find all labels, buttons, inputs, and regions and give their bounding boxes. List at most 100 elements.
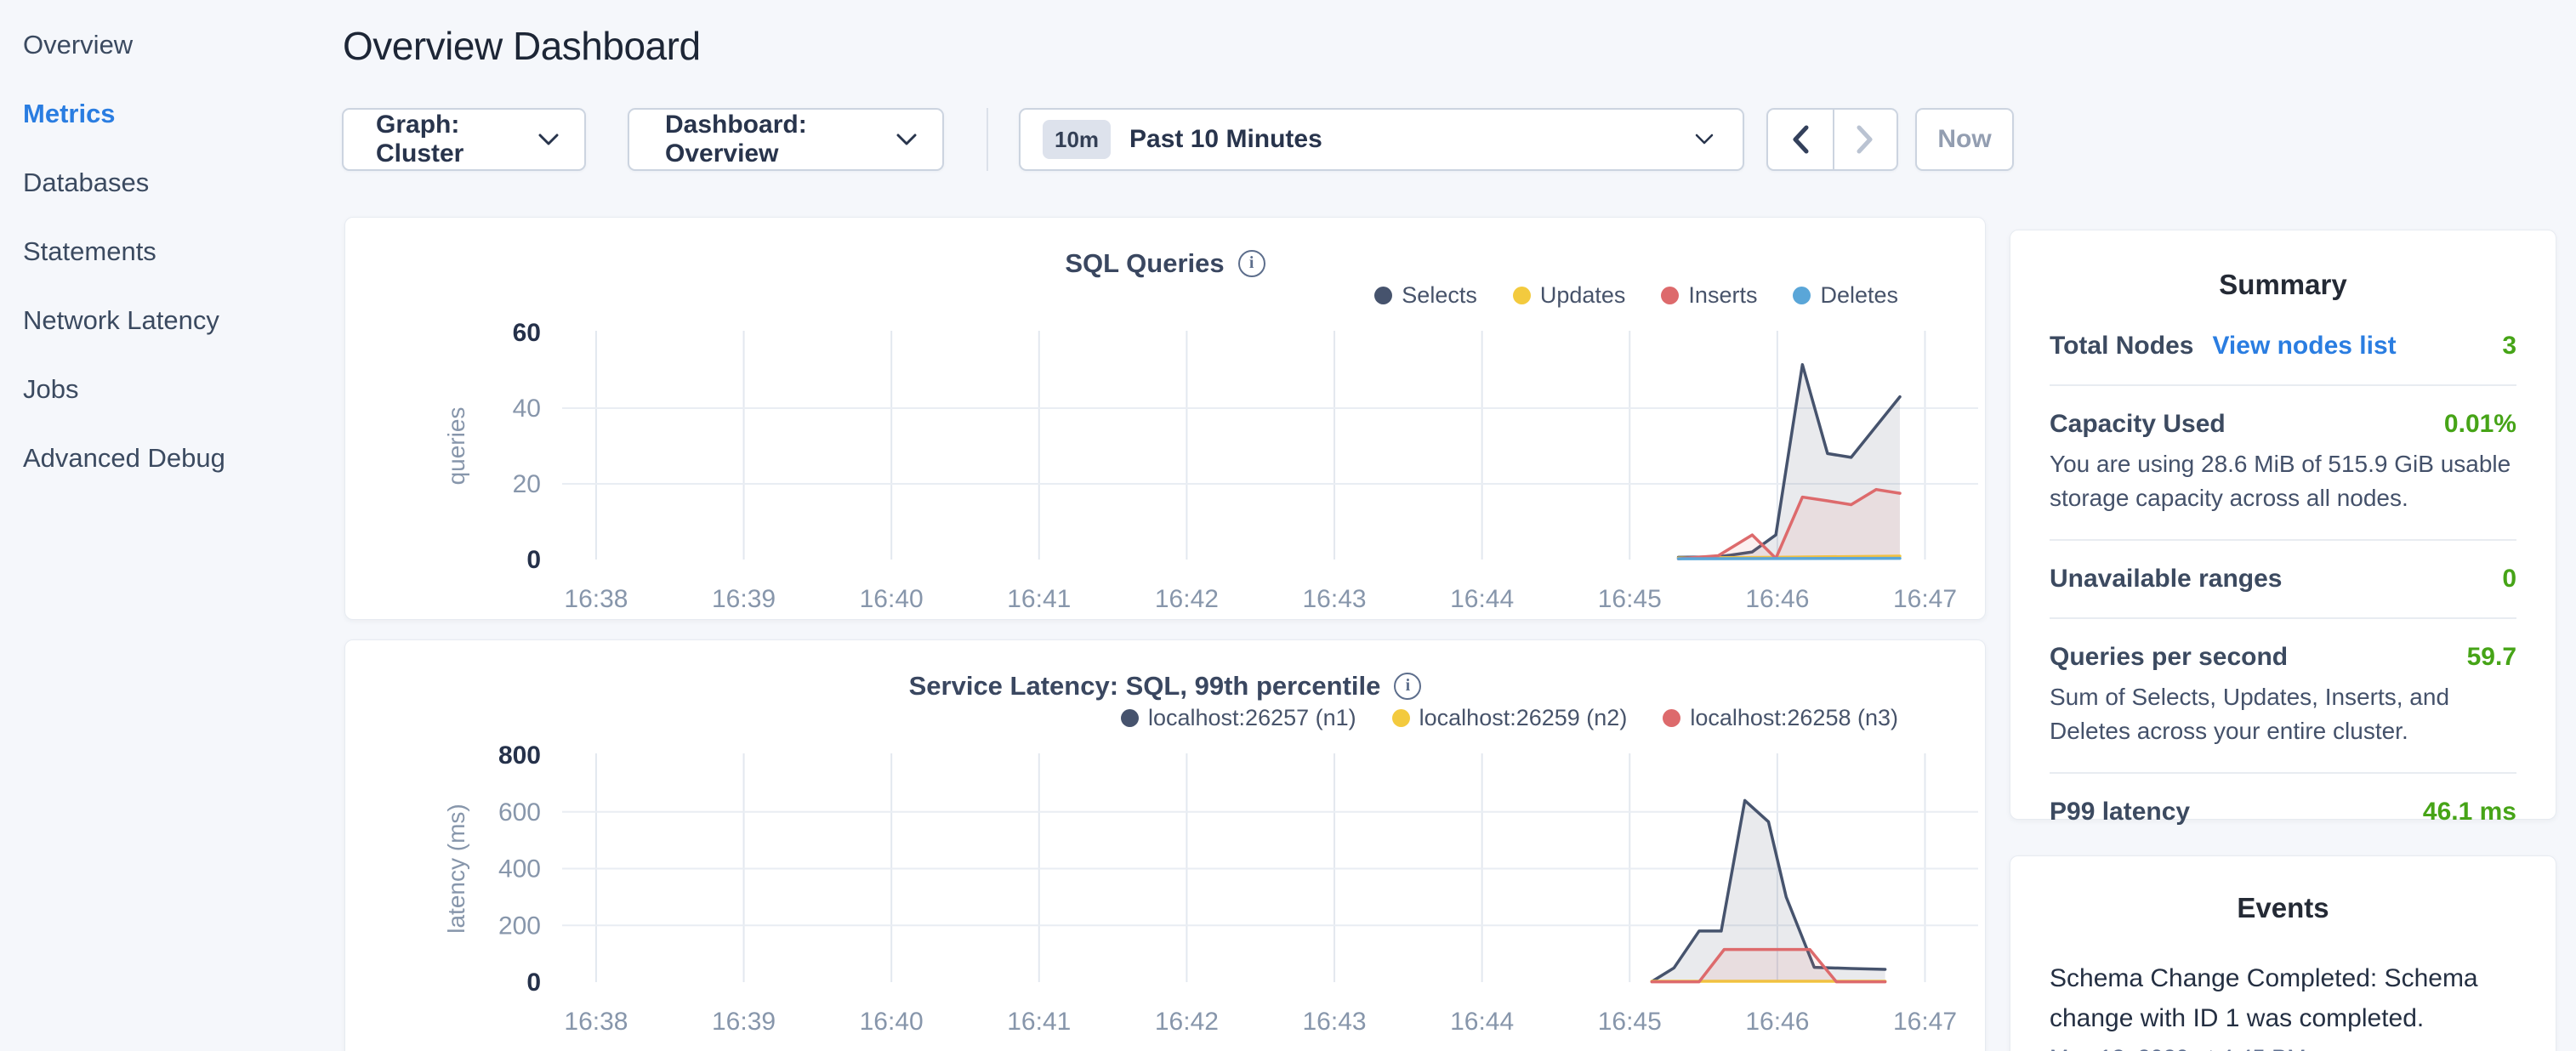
divider [2050,772,2516,774]
now-button[interactable]: Now [1915,108,2014,171]
legend-dot-icon [1391,709,1410,727]
info-icon[interactable]: i [1394,673,1422,700]
summary-row-label: Queries per second [2050,643,2289,671]
svg-text:400: 400 [498,855,541,883]
chevron-left-icon [1793,125,1809,154]
sql-queries-panel: SQL Queries i Selects Updates Inserts Delet… [344,217,1986,620]
legend-item[interactable]: Selects [1374,282,1477,309]
summary-rows: Total Nodes View nodes list 3 Capacity Used… [2050,332,2516,827]
view-nodes-link[interactable]: View nodes list [2212,332,2397,360]
summary-panel: Summary Total Nodes View nodes list 3 Capac… [2010,230,2556,826]
chevron-down-icon [896,134,917,145]
sidebar: Overview Metrics Databases Statements Networ… [0,0,340,1051]
summary-row-label: Unavailable ranges [2050,565,2283,593]
svg-text:0: 0 [526,546,541,574]
svg-text:16:47: 16:47 [1893,1008,1957,1036]
chevron-right-icon [1857,125,1873,154]
info-icon[interactable]: i [1237,250,1265,277]
sidebar-item-jobs[interactable]: Jobs [23,373,79,404]
divider [2050,617,2516,619]
svg-text:16:46: 16:46 [1745,1008,1809,1036]
event-message: Schema Change Completed: Schema change w… [2050,964,2478,1032]
legend-dot-icon [1120,709,1139,727]
svg-text:16:43: 16:43 [1302,1008,1366,1036]
legend-item[interactable]: localhost:26258 (n3) [1663,705,1898,731]
svg-text:600: 600 [498,798,541,827]
legend-dot-icon [1663,709,1681,727]
svg-text:800: 800 [498,741,541,770]
svg-text:16:42: 16:42 [1155,585,1219,613]
svg-text:16:44: 16:44 [1450,1008,1514,1036]
legend-label: localhost:26257 (n1) [1147,705,1356,730]
summary-row-label: Capacity Used [2050,410,2226,438]
next-time-button[interactable] [1832,110,1897,169]
svg-text:queries: queries [443,407,469,486]
time-range-dropdown[interactable]: 10m Past 10 Minutes [1019,108,1744,171]
svg-text:16:40: 16:40 [860,585,924,613]
svg-text:20: 20 [513,470,541,498]
svg-text:40: 40 [513,395,541,423]
summary-row: Unavailable ranges 0 [2050,565,2516,594]
svg-text:16:44: 16:44 [1450,585,1514,613]
svg-text:0: 0 [526,969,541,997]
legend-label: localhost:26259 (n2) [1419,705,1628,730]
sql-queries-chart[interactable]: 16:38 16:39 16:40 16:41 16:42 16:43 16:44 16:45… [345,218,1987,621]
sidebar-item-metrics[interactable]: Metrics [23,98,116,128]
chevron-down-icon [538,134,559,145]
sidebar-item-advanced-debug[interactable]: Advanced Debug [23,442,225,473]
summary-row-value: 0 [2502,565,2516,593]
time-range-label: Past 10 Minutes [1129,125,1322,153]
svg-text:16:38: 16:38 [564,585,628,613]
legend-dot-icon [1374,287,1393,304]
svg-text:16:40: 16:40 [860,1008,924,1036]
graph-scope-label: Graph: Cluster [376,111,464,168]
chevron-down-icon [1695,134,1714,145]
dashboard-label: Dashboard: Overview [665,111,807,168]
summary-title: Summary [2219,269,2347,300]
legend-label: Deletes [1820,282,1898,308]
summary-row: P99 latency 46.1 ms [2050,798,2516,827]
summary-row-value: 0.01% [2443,410,2516,438]
event-timestamp: May 13, 2020 at 4:45 PM [2050,1045,2516,1051]
svg-text:16:41: 16:41 [1007,585,1071,613]
legend-item[interactable]: Updates [1512,282,1625,309]
legend-dot-icon [1661,287,1680,304]
svg-text:16:45: 16:45 [1598,1008,1662,1036]
legend-label: localhost:26258 (n3) [1690,705,1898,730]
chart-title: Service Latency: SQL, 99th percentile [908,671,1381,701]
previous-time-button[interactable] [1768,110,1833,169]
legend-item[interactable]: localhost:26259 (n2) [1391,705,1628,731]
legend-item[interactable]: Deletes [1793,282,1898,309]
legend-item[interactable]: Inserts [1661,282,1757,309]
sidebar-item-databases[interactable]: Databases [23,167,150,197]
svg-text:16:43: 16:43 [1302,585,1366,613]
summary-row-label: Total Nodes [2050,332,2194,360]
sidebar-item-statements[interactable]: Statements [23,236,156,266]
events-title: Events [2237,892,2329,923]
toolbar-divider [987,108,988,171]
page-title: Overview Dashboard [343,24,701,68]
svg-text:16:45: 16:45 [1598,585,1662,613]
service-latency-chart[interactable]: 16:38 16:39 16:40 16:41 16:42 16:43 16:44 16:45… [345,640,1987,1051]
summary-row: Queries per second 59.7 [2050,643,2516,672]
svg-text:16:38: 16:38 [564,1008,628,1036]
svg-text:16:47: 16:47 [1893,585,1957,613]
graph-scope-dropdown[interactable]: Graph: Cluster [342,108,586,171]
chart-legend: localhost:26257 (n1) localhost:26259 (n2)… [1120,705,1898,731]
summary-row-label: P99 latency [2050,798,2191,826]
event-item[interactable]: Schema Change Completed: Schema change w… [2050,958,2516,1051]
sidebar-item-overview[interactable]: Overview [23,29,134,60]
legend-label: Inserts [1688,282,1758,308]
dashboard-dropdown[interactable]: Dashboard: Overview [628,108,944,171]
events-panel: Events Schema Change Completed: Schema c… [2010,855,2556,1051]
sidebar-item-network-latency[interactable]: Network Latency [23,304,219,335]
time-range-badge: 10m [1043,120,1112,159]
legend-item[interactable]: localhost:26257 (n1) [1120,705,1356,731]
legend-label: Selects [1402,282,1477,308]
svg-text:200: 200 [498,912,541,940]
events-list: Schema Change Completed: Schema change w… [2050,958,2516,1051]
summary-row-value: 3 [2502,332,2516,360]
svg-text:16:41: 16:41 [1007,1008,1071,1036]
summary-row-value: 46.1 ms [2422,798,2516,826]
svg-text:latency (ms): latency (ms) [443,804,469,933]
